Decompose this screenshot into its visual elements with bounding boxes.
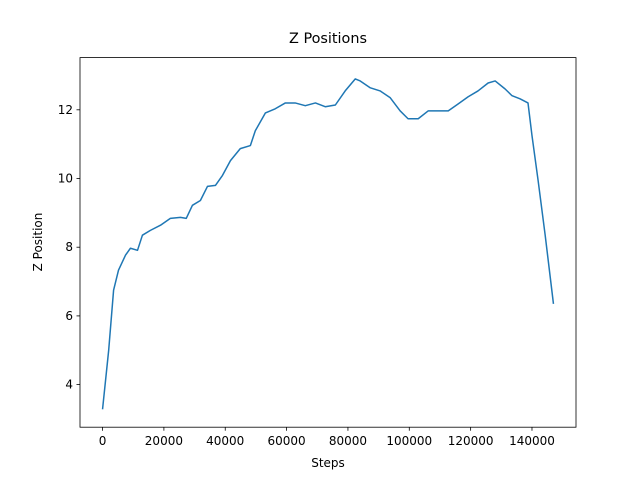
data-line — [101, 78, 555, 410]
axes-frame — [79, 57, 577, 428]
y-tick-label: 8 — [65, 240, 73, 254]
x-tick-label: 120000 — [448, 434, 494, 448]
x-axis-label: Steps — [311, 456, 345, 470]
y-tick-label: 10 — [58, 172, 73, 186]
x-tick-label: 100000 — [386, 434, 432, 448]
y-tick-label: 4 — [65, 378, 73, 392]
x-tick-label: 40000 — [206, 434, 244, 448]
y-tick-label: 12 — [58, 103, 73, 117]
chart-title: Z Positions — [289, 31, 367, 47]
x-tick-label: 20000 — [145, 434, 183, 448]
x-tick-label: 60000 — [267, 434, 305, 448]
y-axis-label: Z Position — [31, 213, 45, 272]
y-tick-label: 6 — [65, 309, 73, 323]
x-tick-label: 140000 — [509, 434, 555, 448]
x-tick-label: 80000 — [329, 434, 367, 448]
x-tick-label: 0 — [99, 434, 107, 448]
